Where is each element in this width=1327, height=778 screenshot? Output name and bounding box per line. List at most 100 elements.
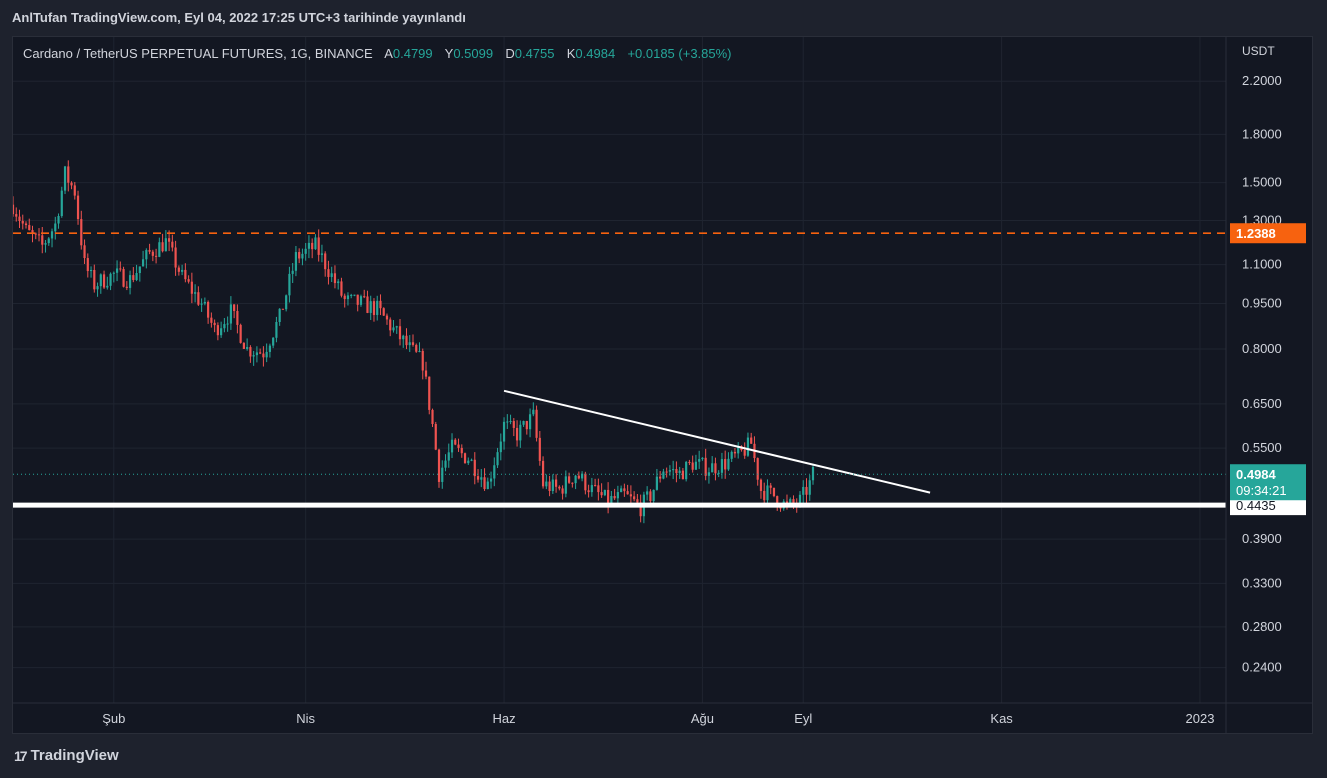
candle-body [229, 304, 232, 324]
candle-body [294, 252, 298, 271]
candle-body [704, 457, 707, 476]
candle-body [463, 453, 467, 464]
candle-body [418, 350, 421, 352]
candle-body [444, 460, 447, 468]
candle-body [789, 499, 792, 504]
candle-body [421, 350, 424, 371]
price-tick-label: 0.3300 [1242, 575, 1282, 590]
candle-body [83, 245, 86, 259]
candle-body [733, 451, 737, 454]
candle-body [80, 219, 83, 246]
time-tick-label: 2023 [1186, 711, 1215, 726]
candle-body [57, 215, 60, 224]
tradingview-logo-text: TradingView [30, 747, 119, 764]
candle-body [34, 233, 37, 235]
candle-body [54, 223, 57, 232]
resistance-price-label: 1.2388 [1236, 226, 1276, 241]
candle-body [31, 230, 34, 234]
candle-body [385, 315, 389, 320]
candle-body [759, 479, 763, 491]
candle-body [291, 270, 294, 274]
candle-body [141, 259, 145, 267]
price-tick-label: 1.8000 [1242, 126, 1282, 141]
tradingview-logo[interactable]: 17 TradingView [14, 747, 119, 764]
candle-body [372, 301, 376, 315]
candle-body [486, 481, 489, 490]
candle-body [128, 275, 132, 288]
price-tick-label: 1.1000 [1242, 257, 1282, 272]
candle-body [324, 253, 327, 270]
candle-body [600, 492, 603, 496]
candle-body [548, 481, 551, 492]
candle-body [151, 251, 154, 256]
candle-body [115, 268, 119, 273]
candle-body [636, 499, 639, 503]
candle-body [47, 238, 50, 244]
candle-body [154, 255, 158, 257]
candle-body [594, 485, 597, 487]
candle-body [236, 311, 239, 325]
candle-body [629, 494, 632, 497]
candle-body [171, 241, 174, 248]
time-tick-label: Ağu [691, 711, 714, 726]
candle-body [541, 460, 545, 487]
candle-body [311, 242, 314, 250]
change-value: +0.0185 (+3.85%) [627, 46, 732, 61]
candle-body [207, 301, 210, 318]
candle-body [167, 238, 171, 242]
candle-body [382, 308, 385, 316]
candle-body [480, 477, 483, 480]
axis-layer: USDT2.20001.80001.50001.30001.10000.9500… [13, 37, 1312, 733]
candle-body [756, 458, 759, 480]
candle-body [447, 452, 450, 461]
candle-body [467, 460, 470, 464]
candle-body [460, 447, 463, 454]
descending-trendline [503, 389, 931, 494]
chart-canvas[interactable]: USDT2.20001.80001.50001.30001.10000.9500… [13, 37, 1313, 734]
candle-body [711, 463, 714, 473]
high-label: Y [444, 46, 454, 61]
candle-body [623, 488, 626, 492]
candle-body [470, 459, 473, 461]
candle-body [278, 308, 281, 323]
candle-body [363, 296, 366, 298]
candle-body [597, 485, 600, 493]
candle-body [502, 421, 506, 442]
low-value: 0.4755 [514, 46, 555, 61]
candle-body [724, 459, 727, 470]
candle-body [415, 344, 418, 352]
chart-panel[interactable]: USDT 2.2000 1.8000 1.5000 1.3000 1.1000 0.9500… [12, 36, 1313, 734]
candle-body [405, 335, 408, 346]
candle-body [298, 252, 301, 259]
candle-body [337, 281, 340, 284]
candle-body [792, 499, 795, 504]
candle-body [493, 465, 496, 479]
candle-body [532, 409, 535, 415]
candle-body [652, 489, 655, 502]
candle-body [633, 496, 636, 500]
candle-body [369, 301, 372, 313]
candle-body [545, 481, 548, 487]
candle-body [15, 214, 18, 217]
candle-body [190, 281, 193, 294]
candle-body [187, 279, 190, 282]
candle-body [389, 319, 392, 331]
candle-body [203, 301, 206, 304]
candle-body [194, 292, 197, 294]
candle-body [288, 273, 291, 296]
candle-body [223, 324, 226, 329]
candle-body [528, 414, 532, 430]
candle-body [675, 469, 678, 474]
candle-body [343, 295, 346, 300]
candle-body [96, 286, 99, 290]
candle-body [132, 275, 135, 280]
resistance-price-badge [1230, 223, 1306, 244]
candle-body [476, 476, 480, 480]
candle-body [99, 274, 102, 287]
candle-body [177, 267, 180, 272]
candle-body [737, 446, 740, 454]
candle-body [811, 467, 815, 481]
price-tick-label: 0.6500 [1242, 396, 1282, 411]
candle-body [519, 424, 522, 441]
price-tick-label: 0.3900 [1242, 531, 1282, 546]
